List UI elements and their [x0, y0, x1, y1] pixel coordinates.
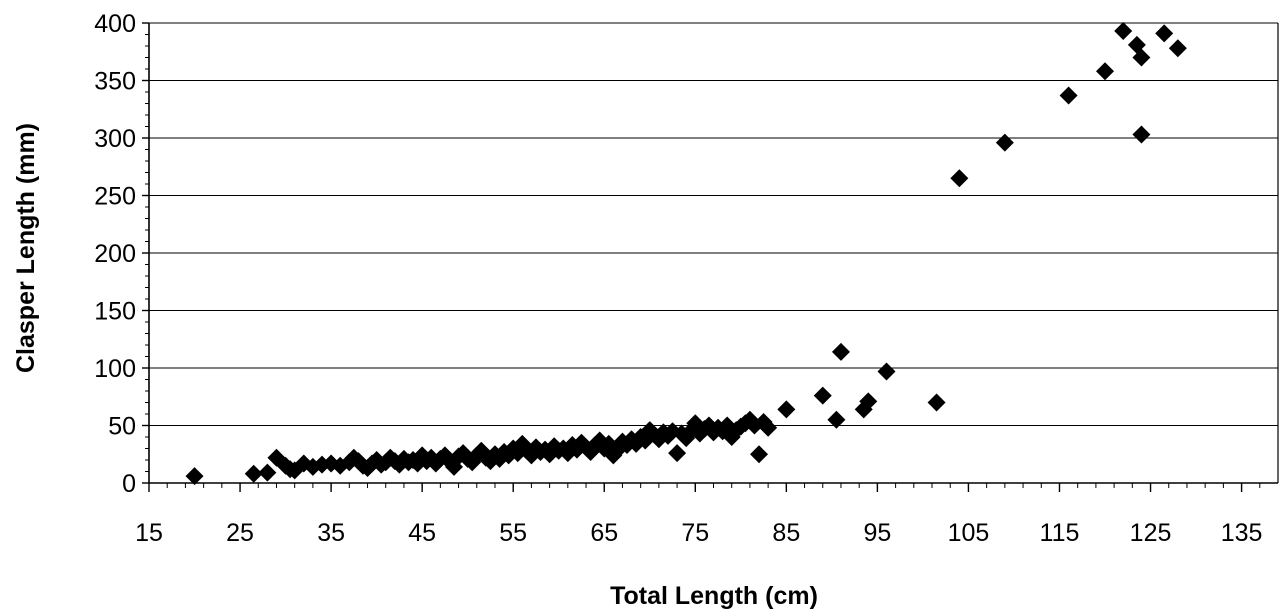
- y-tick-label: 300: [94, 125, 136, 153]
- y-tick-labels: 0 50 100 150 200 250 300 350 400: [94, 10, 136, 498]
- x-axis-title: Total Length (cm): [610, 582, 818, 610]
- x-tick-label: 105: [948, 519, 990, 547]
- data-point: [1132, 48, 1151, 67]
- y-tick-label: 400: [94, 10, 136, 38]
- data-point: [777, 400, 796, 419]
- x-tick-labels: 15 25 35 45 55 65 75 85 95 105 115 125 135: [135, 519, 1262, 547]
- data-point: [1096, 62, 1115, 81]
- data-point: [244, 464, 263, 483]
- data-point: [827, 410, 846, 429]
- x-tick-label: 55: [499, 519, 527, 547]
- x-tick-label: 45: [408, 519, 436, 547]
- data-point: [258, 463, 277, 482]
- y-tick-label: 100: [94, 355, 136, 383]
- data-point: [859, 392, 878, 411]
- data-point: [759, 418, 778, 437]
- data-point: [877, 362, 896, 381]
- y-tick-label: 0: [122, 470, 136, 498]
- data-point: [927, 393, 946, 412]
- y-tick-label: 150: [94, 298, 136, 326]
- data-point: [813, 386, 832, 405]
- data-point: [1132, 125, 1151, 144]
- x-tick-label: 85: [772, 519, 800, 547]
- data-point: [831, 342, 850, 361]
- x-tick-label: 125: [1130, 519, 1172, 547]
- x-tick-label: 135: [1221, 519, 1263, 547]
- x-tick-label: 115: [1040, 519, 1080, 547]
- data-point: [1155, 24, 1174, 43]
- y-tick-label: 350: [94, 68, 136, 96]
- x-tick-label: 25: [226, 519, 254, 547]
- x-tick-label: 75: [681, 519, 709, 547]
- y-tick-label: 200: [94, 240, 136, 268]
- data-point: [185, 467, 204, 486]
- x-tick-label: 35: [317, 519, 345, 547]
- y-tick-label: 250: [94, 183, 136, 211]
- x-tick-label: 95: [863, 519, 891, 547]
- data-point: [668, 444, 687, 463]
- tick-marks: [142, 22, 1261, 492]
- y-tick-label: 50: [108, 413, 136, 441]
- data-point: [750, 445, 769, 464]
- data-point: [950, 169, 969, 188]
- data-points: [185, 22, 1187, 486]
- data-point: [1059, 86, 1078, 105]
- data-point: [995, 133, 1014, 152]
- x-tick-label: 65: [590, 519, 618, 547]
- gridlines: [149, 22, 1278, 426]
- y-axis-title: Clasper Length (mm): [12, 123, 40, 373]
- x-tick-label: 15: [135, 519, 163, 547]
- data-point: [1114, 22, 1133, 41]
- data-point: [1168, 39, 1187, 58]
